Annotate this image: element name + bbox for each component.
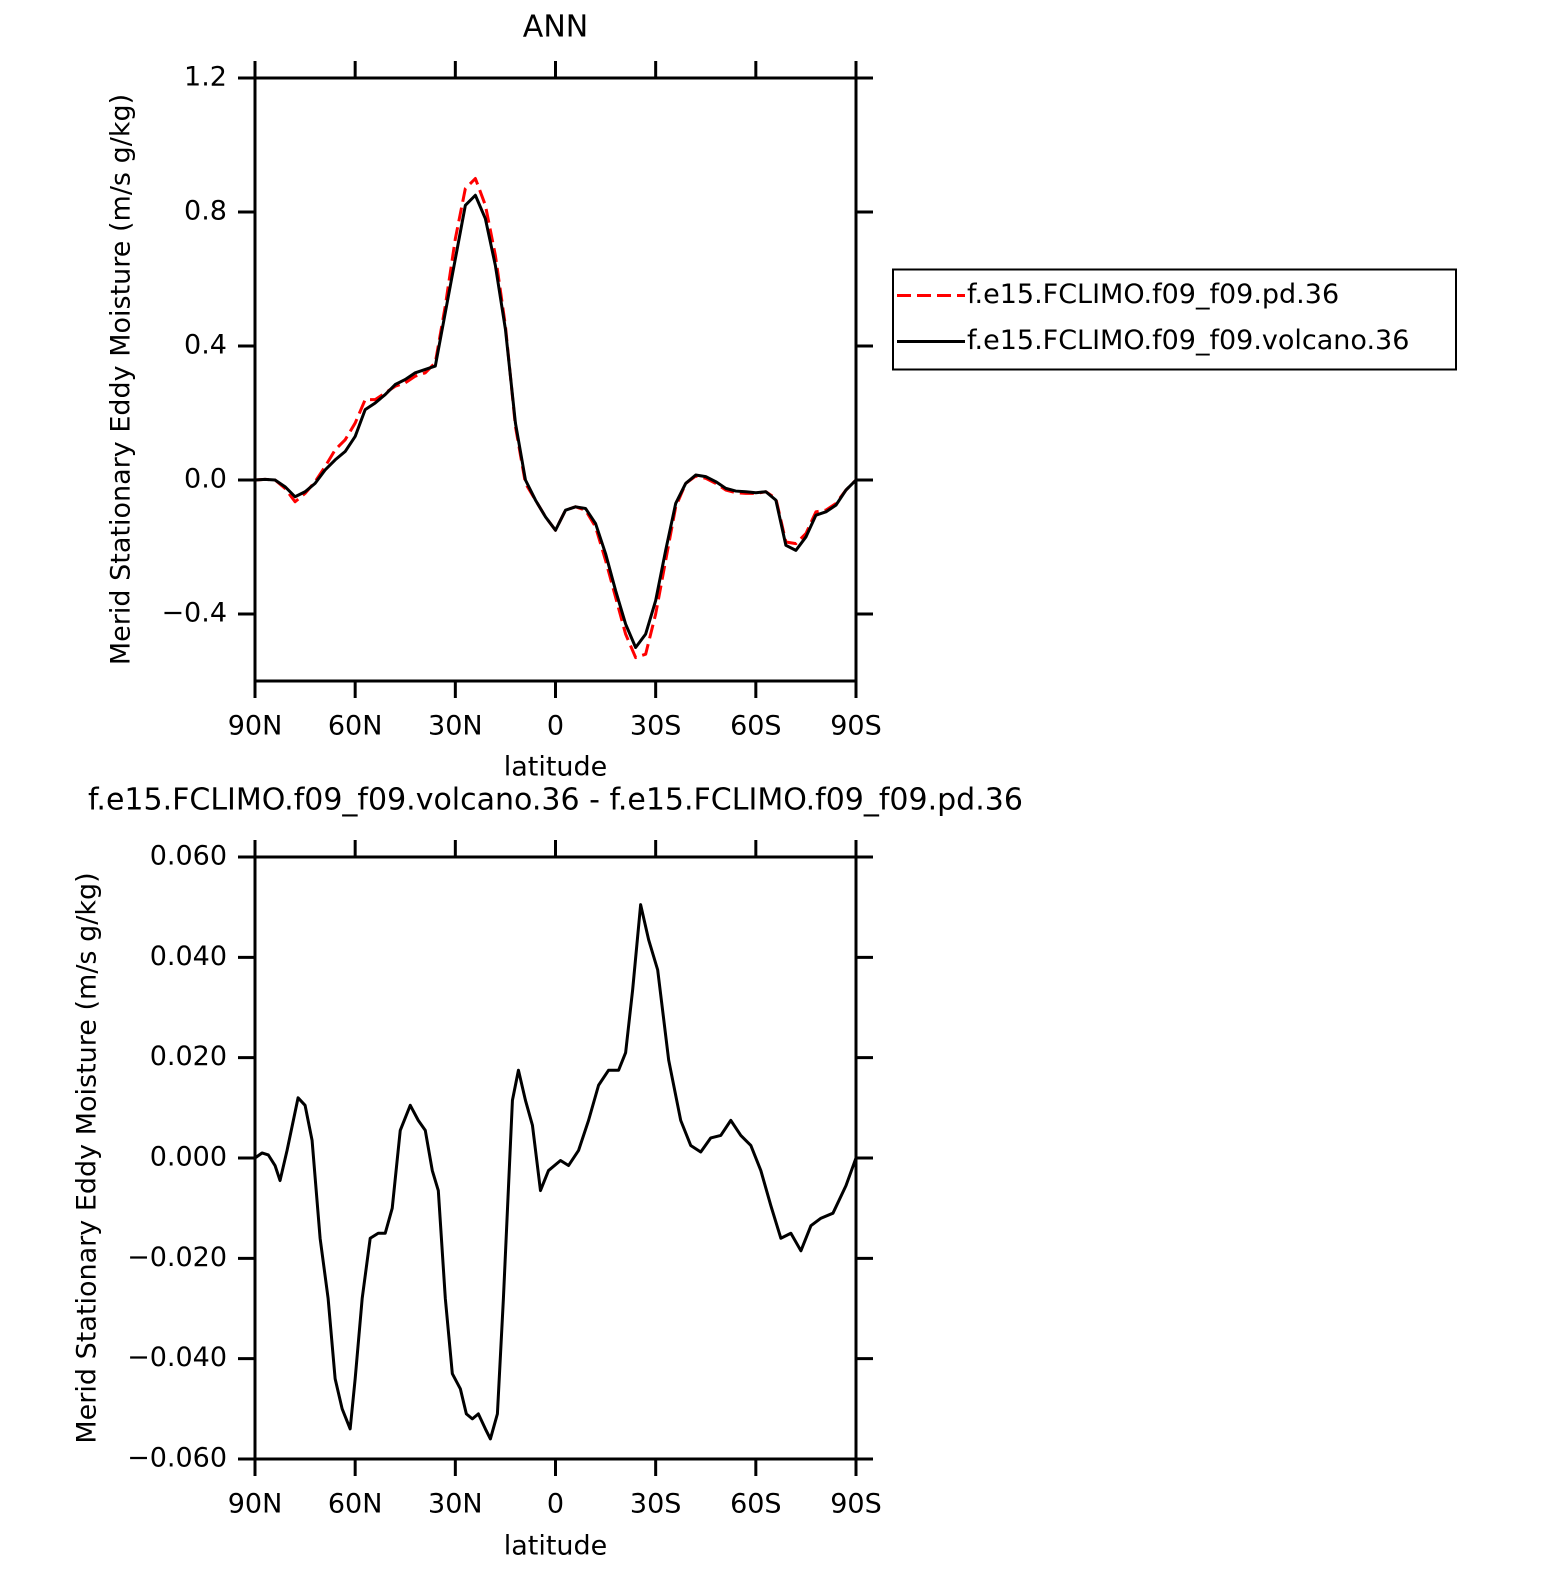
y-axis-label: Merid Stationary Eddy Moisture (m/s g/kg… — [72, 872, 103, 1443]
x-tick-label: 60N — [328, 1489, 383, 1520]
plot-frame — [253, 76, 858, 683]
y-tick-label: −0.040 — [127, 1342, 227, 1373]
x-tick-label: 60S — [730, 711, 782, 742]
x-tick-label: 30N — [428, 711, 483, 742]
x-tick-label: 90S — [830, 711, 882, 742]
x-axis-label: latitude — [504, 1531, 608, 1562]
y-tick-label: −0.060 — [127, 1443, 227, 1474]
x-tick-label: 30S — [630, 711, 682, 742]
legend-label: f.e15.FCLIMO.f09_f09.volcano.36 — [967, 325, 1409, 356]
x-tick-label: 60S — [730, 1489, 782, 1520]
x-tick-label: 30N — [428, 1489, 483, 1520]
y-tick-label: −0.020 — [127, 1242, 227, 1273]
y-tick-label: 1.2 — [184, 62, 227, 93]
x-axis-label: latitude — [504, 752, 608, 783]
y-tick-label: 0.040 — [150, 941, 227, 972]
chart-title: f.e15.FCLIMO.f09_f09.volcano.36 - f.e15.… — [88, 783, 1023, 818]
x-tick-label: 90S — [830, 1489, 882, 1520]
legend-box — [892, 268, 1457, 371]
series-line — [254, 193, 858, 649]
y-tick-label: 0.0 — [184, 464, 227, 495]
x-tick-label: 0 — [547, 1489, 564, 1520]
y-tick-label: 0.000 — [150, 1142, 227, 1173]
x-tick-label: 0 — [547, 711, 564, 742]
y-tick-label: 0.020 — [150, 1041, 227, 1072]
series-line — [254, 177, 858, 660]
plot-frame — [253, 855, 858, 1461]
y-axis-label: Merid Stationary Eddy Moisture (m/s g/kg… — [106, 94, 137, 665]
x-tick-label: 90N — [228, 711, 283, 742]
y-tick-label: 0.060 — [150, 841, 227, 872]
x-tick-label: 60N — [328, 711, 383, 742]
x-tick-label: 30S — [630, 1489, 682, 1520]
y-tick-label: 0.8 — [184, 196, 227, 227]
y-tick-label: −0.4 — [161, 598, 227, 629]
legend-label: f.e15.FCLIMO.f09_f09.pd.36 — [967, 279, 1339, 310]
x-tick-label: 90N — [228, 1489, 283, 1520]
data-line — [254, 903, 858, 1441]
chart-title: ANN — [523, 10, 588, 45]
y-tick-label: 0.4 — [184, 330, 227, 361]
